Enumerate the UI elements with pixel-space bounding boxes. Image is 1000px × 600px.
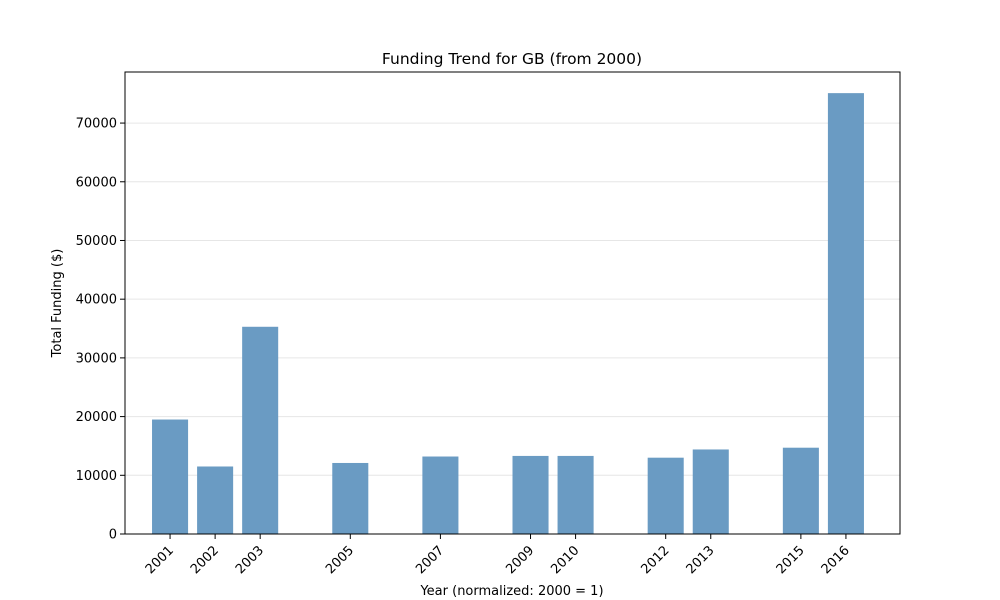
bar-2015	[782, 447, 819, 534]
bar-2013	[692, 449, 729, 534]
y-tick-label: 30000	[76, 351, 117, 366]
y-tick-label: 60000	[76, 175, 117, 190]
bar-2009	[512, 455, 549, 534]
y-tick-label: 40000	[76, 293, 117, 308]
y-tick-label: 10000	[76, 469, 117, 484]
bars	[152, 93, 864, 534]
bar-2016	[827, 93, 864, 534]
chart-title: Funding Trend for GB (from 2000)	[382, 50, 642, 68]
bar-2001	[152, 419, 189, 534]
y-tick-label: 0	[109, 528, 117, 543]
x-axis-title: Year (normalized: 2000 = 1)	[419, 584, 603, 599]
y-tick-label: 20000	[76, 410, 117, 425]
bar-2005	[332, 462, 369, 534]
bar-2003	[242, 326, 279, 534]
y-tick-label: 50000	[76, 234, 117, 249]
y-axis-title: Total Funding ($)	[50, 249, 65, 359]
y-axis-ticks: 0 10000 20000 30000 40000 50000 60000 70000	[76, 117, 125, 543]
y-tick-label: 70000	[76, 117, 117, 132]
bar-2002	[197, 466, 234, 534]
plot-frame	[124, 71, 901, 535]
bar-2010	[557, 455, 594, 534]
bar-2012	[647, 457, 684, 534]
bar-2007	[422, 456, 459, 534]
